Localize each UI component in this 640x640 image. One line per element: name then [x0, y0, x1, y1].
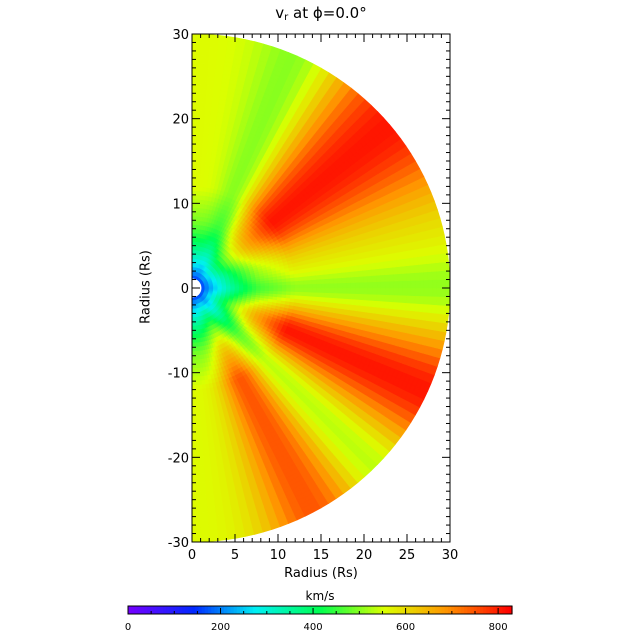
x-tick-label: 0	[188, 548, 196, 563]
y-tick-label: 30	[172, 28, 189, 43]
y-tick-label: -30	[168, 536, 189, 551]
y-tick-label: 0	[181, 282, 189, 297]
y-tick-label: 20	[172, 113, 189, 128]
colorbar-label: km/s	[305, 589, 335, 603]
chart-title: vr at ϕ=0.0°	[275, 4, 367, 23]
y-tick-label: -10	[168, 367, 189, 382]
x-tick-label: 25	[399, 548, 416, 563]
colorbar-tick-label: 0	[125, 622, 131, 633]
velocity-field	[182, 33, 451, 543]
plot-axes: 0 5 10 15 20 25 30 -30 -20 -10 0 10 20 30	[168, 28, 459, 563]
y-tick-label: -20	[168, 451, 189, 466]
x-tick-label: 20	[356, 548, 373, 563]
y-axis-label: Radius (Rs)	[138, 250, 154, 324]
colorbar: 0 200 400 600 800	[125, 605, 513, 633]
colorbar-tick-label: 600	[396, 622, 415, 633]
x-tick-label: 10	[270, 548, 287, 563]
colorbar-tick-label: 400	[304, 622, 323, 633]
x-tick-label: 5	[231, 548, 239, 563]
x-tick-label: 30	[442, 548, 459, 563]
x-tick-label: 15	[313, 548, 330, 563]
colorbar-tick-label: 200	[211, 622, 230, 633]
y-tick-label: 10	[172, 197, 189, 212]
colorbar-tick-label: 800	[489, 622, 508, 633]
x-axis-label: Radius (Rs)	[284, 566, 358, 581]
